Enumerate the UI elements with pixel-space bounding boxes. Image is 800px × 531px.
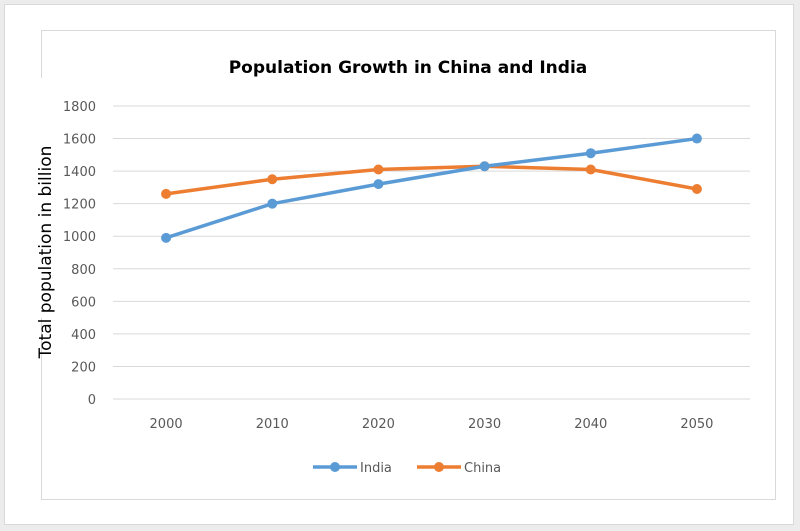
- series-line-china: [164, 164, 699, 196]
- chart-area: [41, 30, 776, 500]
- data-point-china: [161, 188, 172, 199]
- legend-item-china: China: [417, 461, 501, 476]
- y-tick-labels: 0 200 400 600 800 1000 1200 1400 1600 1800: [63, 100, 96, 408]
- x-tick-labels: 2000 2010 2020 2030 2040 2050: [150, 417, 714, 432]
- data-point-india: [267, 198, 278, 209]
- y-tick-label: 1200: [63, 198, 96, 213]
- series-line-india: [164, 136, 699, 240]
- data-point-india: [691, 133, 702, 144]
- data-point-india: [161, 232, 172, 243]
- data-point-india: [479, 161, 490, 172]
- y-tick-label: 600: [71, 295, 96, 310]
- gridlines: [113, 105, 750, 400]
- y-axis-title: Total population in billion: [36, 146, 56, 360]
- y-tick-label: 800: [71, 263, 96, 278]
- y-tick-label: 200: [71, 360, 96, 375]
- y-tick-label: 0: [88, 393, 96, 408]
- series-china: [161, 161, 702, 199]
- legend-label-india: India: [360, 461, 392, 476]
- legend-item-india: India: [313, 461, 392, 476]
- data-point-china: [691, 184, 702, 195]
- series-group: [161, 133, 702, 243]
- data-point-china: [267, 174, 278, 185]
- series-india: [161, 133, 702, 243]
- legend-marker-india: [330, 462, 340, 472]
- y-tick-label: 1800: [63, 100, 96, 115]
- y-tick-label: 1400: [63, 165, 96, 180]
- x-tick-label: 2030: [468, 417, 501, 432]
- chart-title: Population Growth in China and India: [229, 58, 588, 78]
- y-tick-label: 1000: [63, 230, 96, 245]
- data-point-india: [373, 179, 384, 190]
- x-tick-label: 2020: [362, 417, 395, 432]
- legend-label-china: China: [464, 461, 501, 476]
- y-tick-label: 400: [71, 328, 96, 343]
- ylabel-mask: [36, 78, 56, 318]
- legend: India China: [313, 461, 501, 476]
- x-tick-label: 2050: [680, 417, 713, 432]
- legend-marker-china: [434, 462, 444, 472]
- y-tick-label: 1600: [63, 133, 96, 148]
- data-point-china: [585, 164, 596, 175]
- x-tick-label: 2000: [150, 417, 183, 432]
- x-tick-label: 2010: [256, 417, 289, 432]
- data-point-india: [585, 148, 596, 159]
- x-tick-label: 2040: [574, 417, 607, 432]
- data-point-china: [373, 164, 384, 175]
